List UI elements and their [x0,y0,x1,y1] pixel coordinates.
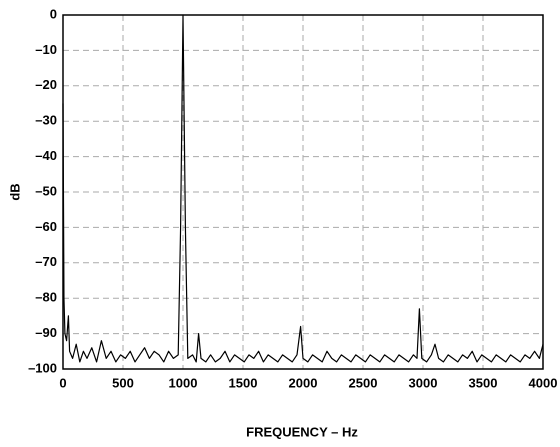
x-tick-label: 3000 [409,375,438,390]
y-axis-label: dB [7,183,22,200]
y-tick-label: –30 [35,113,57,128]
y-tick-label: 0 [50,6,57,21]
x-tick-label: 2000 [289,375,318,390]
y-tick-label: –60 [35,219,57,234]
y-tick-label: –100 [28,360,57,375]
x-tick-label: 500 [112,375,134,390]
y-tick-label: –50 [35,183,57,198]
y-tick-label: –40 [35,148,57,163]
x-tick-label: 1000 [169,375,198,390]
x-tick-label: 2500 [349,375,378,390]
x-tick-label: 0 [59,375,66,390]
y-tick-label: –10 [35,42,57,57]
y-tick-label: –20 [35,77,57,92]
y-tick-label: –90 [35,325,57,340]
x-tick-label: 4000 [529,375,558,390]
x-tick-label: 1500 [229,375,258,390]
y-tick-label: –80 [35,290,57,305]
x-axis-label: FREQUENCY – Hz [246,424,358,439]
x-tick-label: 3500 [469,375,498,390]
spectrum-line [62,14,544,363]
y-tick-label: –70 [35,254,57,269]
